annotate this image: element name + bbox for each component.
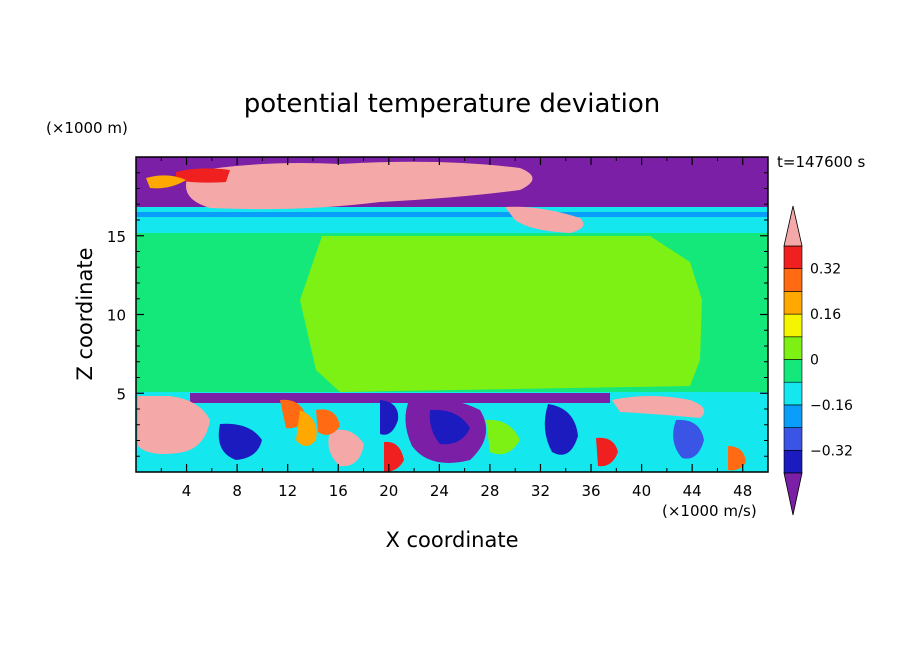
time-label: t=147600 s bbox=[777, 153, 865, 171]
field-lower-purple-a bbox=[429, 409, 470, 445]
field-lower-red-b bbox=[596, 437, 618, 467]
colorbar-band bbox=[783, 449, 803, 474]
field-lower-orange-b bbox=[316, 409, 340, 435]
field-upper-warm-a bbox=[185, 161, 533, 210]
x-tick-label: 32 bbox=[531, 482, 550, 500]
x-tick-label: 8 bbox=[232, 482, 242, 500]
field-lower-warm-a bbox=[138, 396, 210, 454]
field-lower-warm-c bbox=[612, 396, 705, 418]
colorbar-label: 0 bbox=[810, 353, 819, 369]
colorbar-band bbox=[783, 336, 803, 360]
colorbar-band bbox=[783, 381, 803, 406]
y-tick-label: 5 bbox=[116, 385, 126, 403]
field-upper-warm-b bbox=[505, 206, 584, 233]
colorbar-extend-bottom bbox=[783, 472, 803, 516]
colorbar-label: 0.16 bbox=[810, 307, 841, 323]
y-tick-label: 15 bbox=[107, 228, 126, 246]
colorbar-band bbox=[783, 313, 803, 338]
field-lower-yellow-a bbox=[296, 410, 317, 446]
chart-title: potential temperature deviation bbox=[244, 89, 660, 119]
field-lower-cold-b bbox=[380, 400, 399, 435]
field-central-warm-left bbox=[136, 236, 300, 390]
x-tick-label: 40 bbox=[632, 482, 651, 500]
colorbar-band bbox=[783, 427, 803, 451]
colorbar-band bbox=[783, 404, 803, 428]
field-lower-warm-b bbox=[328, 429, 364, 467]
y-axis: 5 10 15 bbox=[107, 172, 768, 457]
field-lower-cold-d bbox=[218, 423, 262, 460]
y-tick-label: 10 bbox=[107, 307, 126, 325]
field-central-warm bbox=[300, 236, 702, 392]
colorbar: 0.32 0.16 0 −0.16 −0.32 bbox=[783, 205, 853, 516]
field-lower-cold-e bbox=[673, 419, 704, 459]
x-tick-label: 20 bbox=[379, 482, 398, 500]
x-unit-label: (×1000 m/s) bbox=[662, 502, 757, 520]
x-axis: 4 8 12 16 20 24 28 32 36 40 44 48 bbox=[160, 157, 752, 500]
x-tick-label: 16 bbox=[329, 482, 348, 500]
field-tropopause-blue bbox=[136, 212, 768, 217]
x-tick-label: 44 bbox=[683, 482, 702, 500]
field-lower-top-purple bbox=[190, 393, 610, 403]
y-unit-label: (×1000 m) bbox=[46, 119, 128, 137]
plot-area bbox=[136, 157, 768, 472]
y-axis-label: Z coordinate bbox=[73, 247, 97, 380]
x-axis-label: X coordinate bbox=[385, 528, 518, 552]
x-tick-label: 24 bbox=[430, 482, 449, 500]
field-upper-yellow-a bbox=[146, 175, 186, 189]
x-tick-label: 12 bbox=[278, 482, 297, 500]
field-lower-cold-c bbox=[544, 404, 578, 455]
x-tick-label: 36 bbox=[581, 482, 600, 500]
x-tick-label: 28 bbox=[480, 482, 499, 500]
field-lower-red-c bbox=[728, 446, 746, 471]
colorbar-label: −0.32 bbox=[810, 443, 853, 459]
field-upper-red-a bbox=[176, 168, 230, 183]
x-tick-label: 4 bbox=[182, 482, 192, 500]
colorbar-band bbox=[783, 359, 803, 383]
colorbar-extend-top bbox=[783, 205, 803, 247]
x-tick-label: 48 bbox=[733, 482, 752, 500]
field-tropopause bbox=[136, 207, 768, 233]
colorbar-label: −0.16 bbox=[810, 398, 853, 414]
field-lower-green-a bbox=[486, 419, 520, 455]
colorbar-band bbox=[783, 268, 803, 292]
colorbar-label: 0.32 bbox=[810, 262, 841, 278]
colorbar-band bbox=[783, 291, 803, 315]
colorbar-band bbox=[783, 245, 803, 270]
